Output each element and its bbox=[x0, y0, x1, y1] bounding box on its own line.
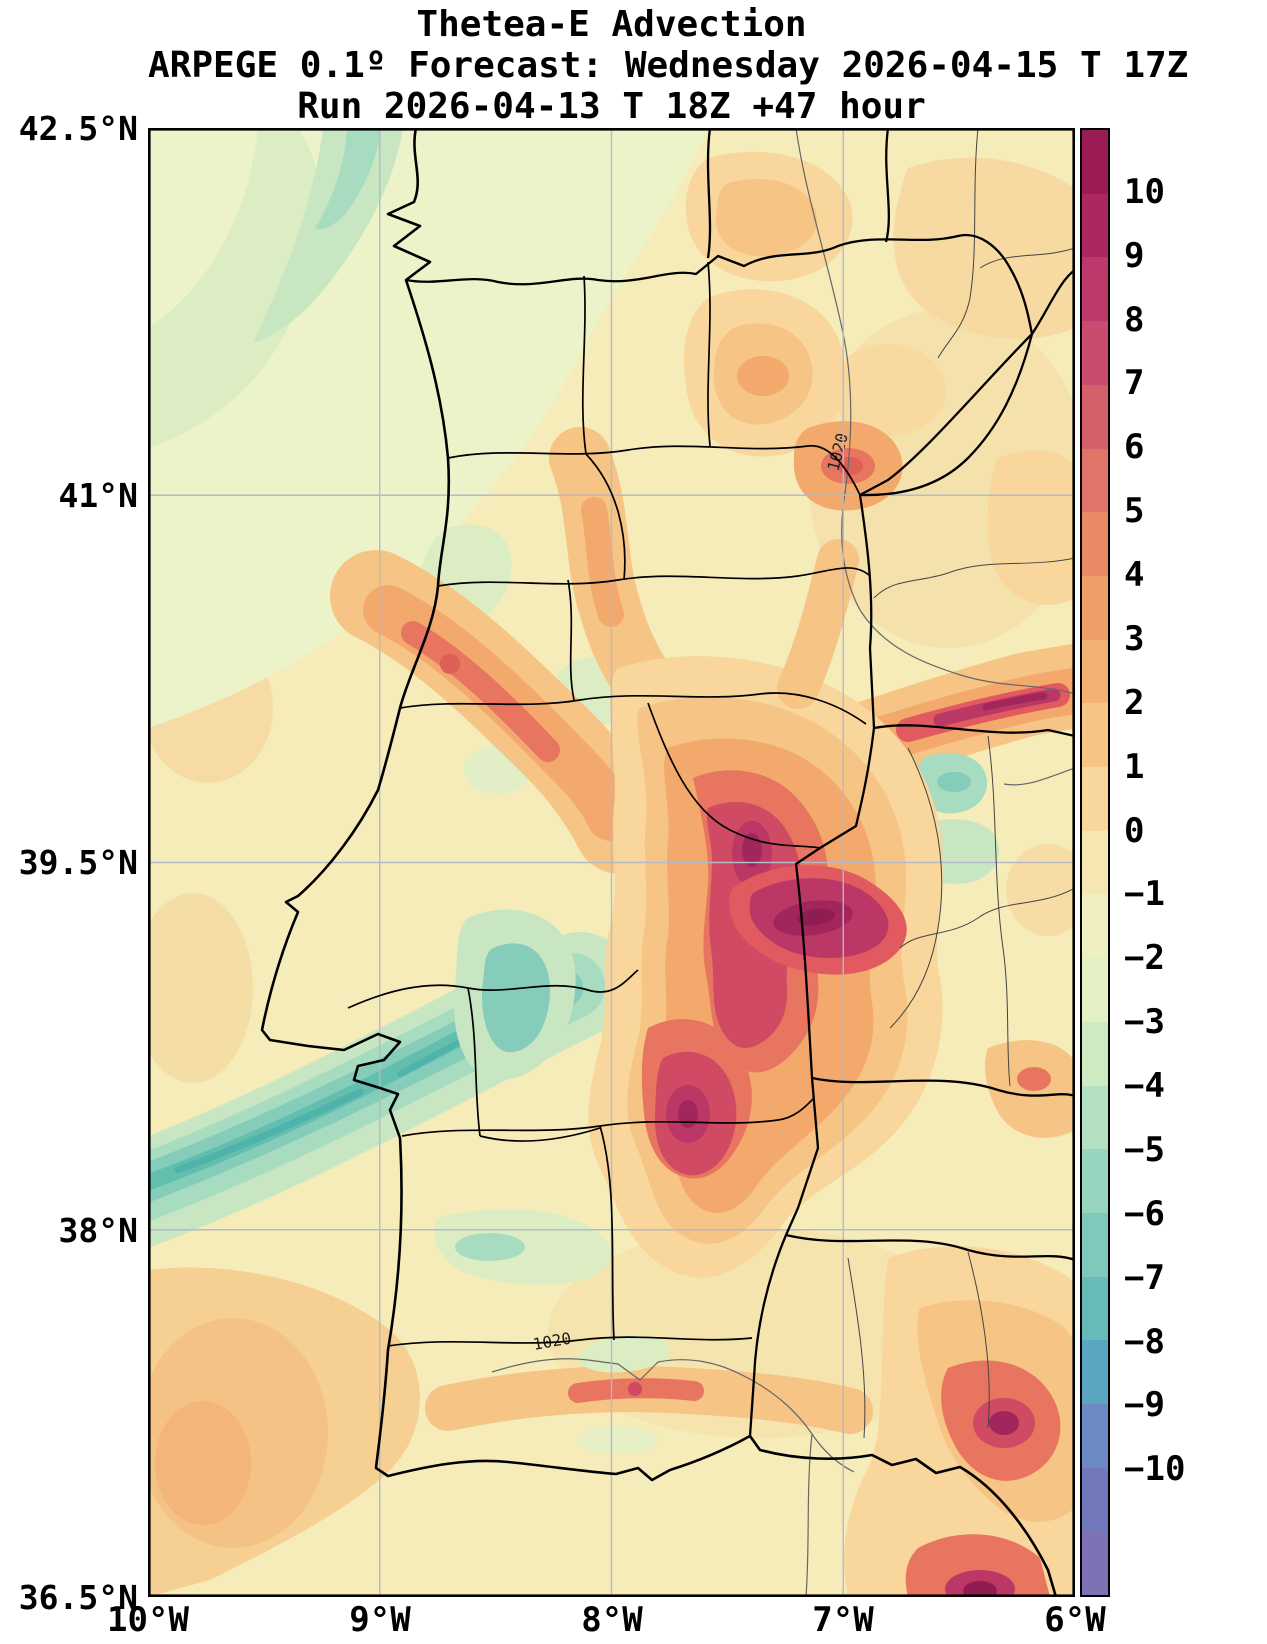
colorbar-tick-label: −6 bbox=[1124, 1193, 1165, 1234]
colorbar-segment bbox=[1082, 1021, 1108, 1086]
y-tick-label: 38°N bbox=[58, 1211, 138, 1250]
x-tick-label: 8°W bbox=[581, 1600, 643, 1640]
district-borders bbox=[347, 261, 871, 1347]
x-tick-label: 9°W bbox=[349, 1600, 411, 1640]
colorbar-segment bbox=[1082, 193, 1108, 258]
chart-title: Thetea-E Advection bbox=[416, 4, 807, 45]
colorbar-segment bbox=[1082, 512, 1108, 576]
y-tick-label: 39.5°N bbox=[18, 843, 138, 882]
colorbar-tick-label: 5 bbox=[1124, 491, 1145, 532]
colorbar-segment bbox=[1082, 575, 1108, 640]
colorbar-tick-label: 4 bbox=[1124, 555, 1145, 596]
y-tick-label: 36.5°N bbox=[18, 1578, 138, 1617]
colorbar-tick-label: −9 bbox=[1124, 1385, 1165, 1426]
country-province-borders bbox=[405, 127, 1076, 1437]
colorbar-tick-label: −5 bbox=[1124, 1129, 1165, 1170]
colorbar-segment bbox=[1082, 1212, 1108, 1277]
colorbar-segment bbox=[1082, 448, 1108, 513]
map-plot: 1020 1020 bbox=[76, 127, 1117, 1608]
plot-frame bbox=[147, 127, 1076, 1598]
chart-subtitle: ARPEGE 0.1º Forecast: Wednesday 2026-04-… bbox=[148, 45, 1189, 86]
colorbar-tick-label: −3 bbox=[1124, 1002, 1165, 1043]
colorbar-tick-label: −1 bbox=[1124, 874, 1165, 915]
colorbar-segment bbox=[1082, 321, 1108, 385]
x-tick-label: 6°W bbox=[1044, 1600, 1106, 1640]
colorbar-segment bbox=[1082, 958, 1108, 1022]
colorbar-tick-label: −7 bbox=[1124, 1257, 1165, 1298]
colorbar-tick-label: −10 bbox=[1124, 1449, 1186, 1490]
colorbar-tick-label: 1 bbox=[1124, 746, 1145, 787]
colorbar-segment bbox=[1082, 1340, 1108, 1405]
colorbar-tick-label: −2 bbox=[1124, 938, 1165, 979]
colorbar-segment bbox=[1082, 1404, 1108, 1468]
isobar-contours bbox=[491, 127, 1076, 1598]
chart-run-info: Run 2026-04-13 T 18Z +47 hour bbox=[297, 86, 926, 127]
colorbar-tick-label: 10 bbox=[1124, 171, 1165, 212]
colorbar-tick-label: 8 bbox=[1124, 299, 1145, 340]
colorbar bbox=[1080, 128, 1110, 1597]
colorbar-segment bbox=[1082, 130, 1108, 194]
colorbar-segment bbox=[1082, 767, 1108, 831]
colorbar-segment bbox=[1082, 1467, 1108, 1532]
colorbar-segment bbox=[1082, 830, 1108, 895]
minor-admin-borders bbox=[847, 127, 1076, 1439]
colorbar-segment bbox=[1082, 384, 1108, 449]
chart-title-block: Thetea-E Advection ARPEGE 0.1º Forecast:… bbox=[148, 4, 1189, 127]
y-tick-label: 41°N bbox=[58, 476, 138, 515]
map-canvas: 1020 1020 bbox=[76, 127, 1117, 1608]
colorbar-segment bbox=[1082, 703, 1108, 768]
colorbar-tick-label: 3 bbox=[1124, 618, 1145, 659]
colorbar-tick-label: 9 bbox=[1124, 235, 1145, 276]
colorbar-segment bbox=[1082, 639, 1108, 704]
graticule-gridlines bbox=[148, 128, 1075, 1597]
colorbar-tick-label: 6 bbox=[1124, 427, 1145, 468]
colorbar-segment bbox=[1082, 1531, 1108, 1596]
colorbar-segment bbox=[1082, 1085, 1108, 1150]
colorbar-tick-label: 7 bbox=[1124, 363, 1145, 404]
colorbar-segment bbox=[1082, 1276, 1108, 1341]
colorbar-segments bbox=[1082, 130, 1108, 1596]
y-tick-label: 42.5°N bbox=[18, 109, 138, 148]
colorbar-tick-label: 2 bbox=[1124, 682, 1145, 723]
coastline bbox=[260, 127, 1058, 1598]
colorbar-segment bbox=[1082, 257, 1108, 322]
colorbar-tick-label: 0 bbox=[1124, 810, 1145, 851]
colorbar-tick-label: −4 bbox=[1124, 1066, 1165, 1107]
colorbar-segment bbox=[1082, 894, 1108, 959]
colorbar-tick-label: −8 bbox=[1124, 1321, 1165, 1362]
x-tick-label: 10°W bbox=[107, 1600, 189, 1640]
x-tick-label: 7°W bbox=[812, 1600, 874, 1640]
colorbar-segment bbox=[1082, 1149, 1108, 1213]
